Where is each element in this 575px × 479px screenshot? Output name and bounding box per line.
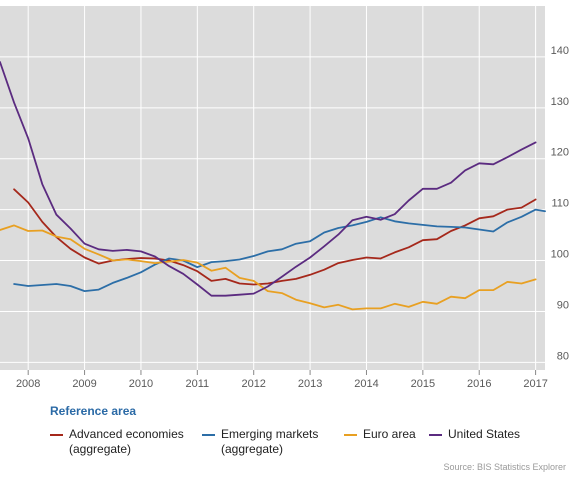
legend-swatch-united-states [429,434,442,436]
series-line-euro-area [0,224,537,311]
y-tick-label-130: 130 [551,96,569,108]
legend-title: Reference area [50,404,137,418]
y-tick-label-140: 140 [551,45,569,57]
legend-items: Advanced economies (aggregate) Emerging … [50,427,570,461]
series-line-united-states [0,61,537,297]
x-tick-label-2010: 2010 [129,378,153,390]
legend-swatch-emerging-markets [202,434,215,436]
y-tick-label-100: 100 [551,249,569,261]
source-note: Source: BIS Statistics Explorer [443,462,566,472]
x-tick-label-2013: 2013 [298,378,322,390]
x-tick-label-2016: 2016 [467,378,491,390]
x-tick-label-2009: 2009 [72,378,96,390]
x-tick-label-2017: 2017 [523,378,547,390]
x-tick-label-2008: 2008 [16,378,40,390]
legend-label-advanced-economies: Advanced economies (aggregate) [69,427,184,456]
legend-item-advanced-economies: Advanced economies (aggregate) [50,427,184,457]
series-line-emerging-markets [13,208,546,292]
legend: Reference area Advanced economies (aggre… [50,404,570,461]
y-tick-label-120: 120 [551,147,569,159]
legend-item-euro-area: Euro area [344,427,416,442]
x-tick-label-2012: 2012 [241,378,265,390]
y-tick-label-90: 90 [557,299,569,311]
legend-swatch-advanced-economies [50,434,63,436]
x-tick-label-2014: 2014 [354,378,378,390]
x-tick-label-2011: 2011 [185,378,209,390]
legend-label-euro-area: Euro area [363,427,416,441]
x-tick-label-2015: 2015 [411,378,435,390]
y-tick-label-80: 80 [557,350,569,362]
chart: 2008 2009 2010 2011 2012 2013 2014 2015 2016 2017… [0,6,569,390]
legend-item-emerging-markets: Emerging markets (aggregate) [202,427,318,457]
y-tick-label-110: 110 [551,198,569,210]
plot-background [0,6,545,370]
legend-item-united-states: United States [429,427,520,442]
legend-label-emerging-markets: Emerging markets (aggregate) [221,427,319,456]
legend-swatch-euro-area [344,434,357,436]
legend-label-united-states: United States [448,427,521,441]
